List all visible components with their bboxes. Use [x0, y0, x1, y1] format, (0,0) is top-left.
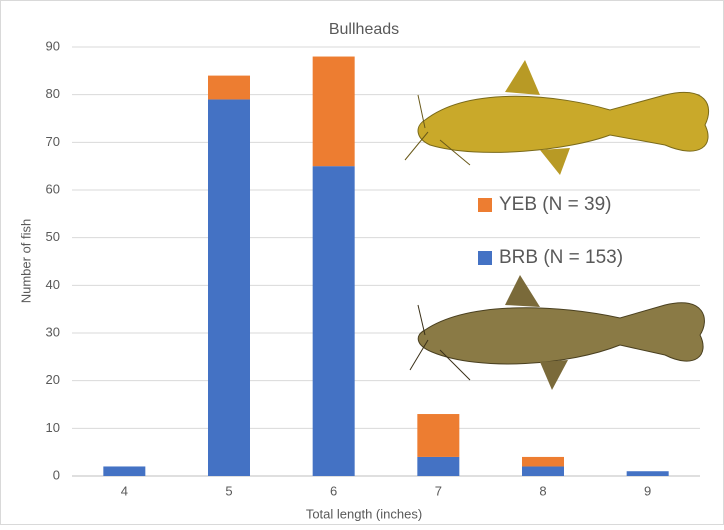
- x-tick-label: 5: [225, 483, 232, 498]
- bar-segment: [208, 75, 250, 100]
- y-tick-label: 40: [46, 277, 60, 292]
- bar-segment: [417, 456, 460, 476]
- x-tick-label: 6: [330, 483, 337, 498]
- legend-label: BRB (N = 153): [499, 247, 623, 268]
- legend-label: YEB (N = 39): [499, 194, 611, 215]
- fish-illustrations: [404, 60, 710, 390]
- y-tick-label: 60: [46, 181, 60, 196]
- bar-segment: [312, 166, 355, 476]
- y-tick-label: 80: [46, 86, 60, 101]
- x-tick-label: 8: [539, 483, 546, 498]
- bar-segment: [626, 471, 669, 476]
- yellow-bullhead-picture: [404, 60, 710, 175]
- y-tick-label: 0: [53, 467, 60, 482]
- y-tick-label: 90: [46, 38, 60, 53]
- y-tick-label: 50: [46, 229, 60, 244]
- legend-swatch: [478, 251, 492, 265]
- x-tick-label: 4: [121, 483, 128, 498]
- brown-bullhead-picture: [409, 275, 705, 390]
- bar-segment: [312, 56, 355, 167]
- y-tick-label: 30: [46, 324, 60, 339]
- y-axis-label: Number of fish: [18, 219, 33, 304]
- legend-swatch: [478, 198, 492, 212]
- bar-segment: [208, 99, 250, 476]
- y-tick-label: 70: [46, 134, 60, 149]
- x-tick-label: 7: [435, 483, 442, 498]
- bar-segment: [103, 466, 146, 476]
- bar-segment: [522, 456, 564, 467]
- y-tick-label: 10: [46, 420, 60, 435]
- x-axis-label: Total length (inches): [306, 506, 422, 521]
- x-tick-label: 9: [644, 483, 651, 498]
- bar-segment: [522, 466, 564, 476]
- bar-segment: [417, 414, 460, 457]
- y-tick-label: 20: [46, 372, 60, 387]
- chart-title: Bullheads: [329, 21, 399, 38]
